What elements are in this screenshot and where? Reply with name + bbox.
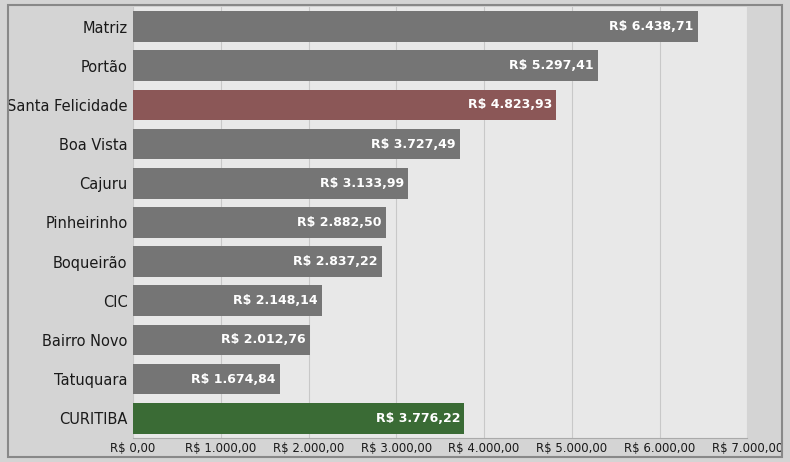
Text: R$ 2.148,14: R$ 2.148,14: [232, 294, 317, 307]
Text: R$ 2.012,76: R$ 2.012,76: [220, 334, 305, 346]
Text: R$ 3.727,49: R$ 3.727,49: [371, 138, 456, 151]
Bar: [133, 286, 322, 316]
Bar: [133, 168, 408, 199]
Text: R$ 1.674,84: R$ 1.674,84: [191, 373, 276, 386]
Bar: [133, 325, 310, 355]
Text: R$ 2.837,22: R$ 2.837,22: [293, 255, 378, 268]
Bar: [133, 403, 465, 433]
Bar: [133, 11, 698, 42]
Bar: [133, 364, 280, 395]
Bar: [133, 90, 556, 120]
Text: R$ 6.438,71: R$ 6.438,71: [609, 20, 694, 33]
Bar: [133, 207, 386, 237]
Bar: [133, 50, 598, 81]
Text: R$ 2.882,50: R$ 2.882,50: [297, 216, 382, 229]
Text: R$ 5.297,41: R$ 5.297,41: [509, 59, 593, 72]
Text: R$ 3.776,22: R$ 3.776,22: [375, 412, 460, 425]
Text: R$ 3.133,99: R$ 3.133,99: [320, 177, 404, 190]
Bar: [133, 246, 382, 277]
Bar: [133, 129, 461, 159]
Text: R$ 4.823,93: R$ 4.823,93: [468, 98, 552, 111]
